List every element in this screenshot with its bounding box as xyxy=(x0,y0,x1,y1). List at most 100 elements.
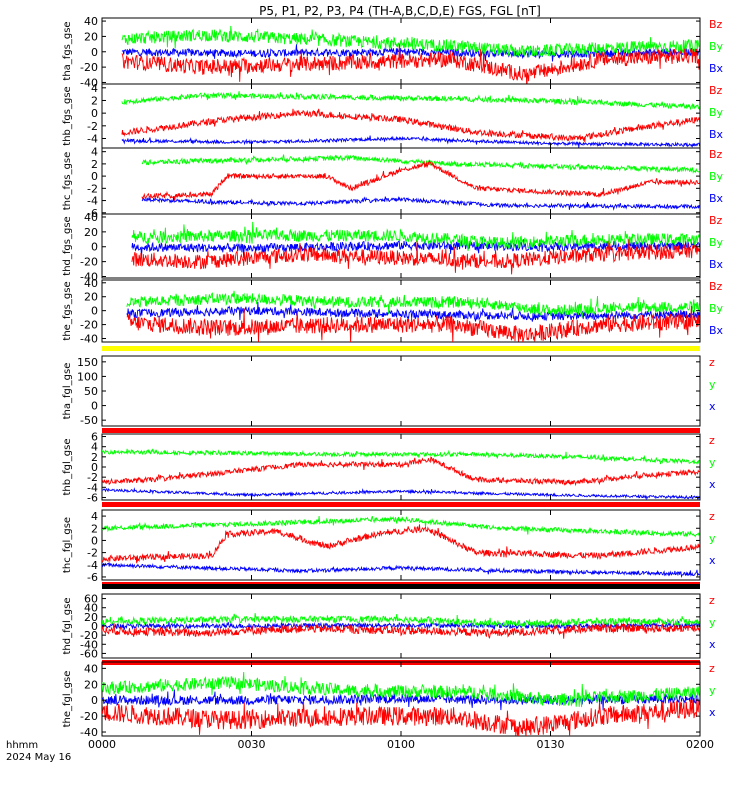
y-tick-label: 4 xyxy=(91,82,98,95)
y-tick-label: 0 xyxy=(91,620,98,633)
chart-title: P5, P1, P2, P3, P4 (TH-A,B,C,D,E) FGS, F… xyxy=(259,4,541,18)
y-tick-label: -40 xyxy=(80,76,98,89)
y-axis-label: tha_fgl_gse xyxy=(62,363,73,420)
legend-entry: Bz xyxy=(709,280,723,293)
legend-entry: Bx xyxy=(709,192,724,205)
y-axis-label: thd_fgl_gse xyxy=(62,598,73,655)
y-tick-label: -40 xyxy=(80,271,98,284)
y-tick-label: 20 xyxy=(84,678,98,691)
quality-flag-bar xyxy=(102,428,700,433)
y-tick-label: 0 xyxy=(91,694,98,707)
y-tick-label: -20 xyxy=(80,61,98,74)
x-tick-label: 0000 xyxy=(88,738,116,751)
y-tick-label: -60 xyxy=(80,647,98,660)
y-tick-label: -40 xyxy=(80,638,98,651)
legend-entry: z xyxy=(709,356,715,369)
series-line-z xyxy=(126,305,700,342)
y-tick-label: -2 xyxy=(87,182,98,195)
y-tick-label: 0 xyxy=(91,107,98,120)
y-tick-label: 6 xyxy=(91,431,98,444)
y-tick-label: -20 xyxy=(80,710,98,723)
quality-flag-bar xyxy=(102,346,700,351)
legend-entry: z xyxy=(709,594,715,607)
y-axis-label: tha_fgs_gse xyxy=(62,21,73,80)
legend-entry: Bx xyxy=(709,258,724,271)
quality-flag-bar xyxy=(102,502,700,507)
y-axis-label: thc_fgl_gse xyxy=(62,517,73,573)
series-line-y xyxy=(102,671,700,708)
series-line-y xyxy=(126,290,700,318)
y-tick-label: -6 xyxy=(87,571,98,584)
y-tick-label: -4 xyxy=(87,195,98,208)
y-tick-label: 2 xyxy=(91,94,98,107)
x-axis: 0000 0030 0100 0130 0200 xyxy=(88,18,714,751)
y-tick-label: 0 xyxy=(91,534,98,547)
legend-entry: x xyxy=(709,706,716,719)
x-units-label: hhmm xyxy=(6,740,38,751)
y-tick-label: -6 xyxy=(87,207,98,220)
y-tick-label: 2 xyxy=(91,522,98,535)
legend-entry: y xyxy=(709,456,716,469)
y-tick-label: 40 xyxy=(84,211,98,224)
legend-entry: y xyxy=(709,616,716,629)
y-tick-label: -2 xyxy=(87,547,98,560)
y-tick-label: -40 xyxy=(80,726,98,739)
series-line-z xyxy=(141,159,700,201)
series-line-y xyxy=(102,613,700,629)
y-axis-label: the_fgl_gse xyxy=(62,671,73,728)
legend-entry: z xyxy=(709,510,715,523)
series-line-y xyxy=(131,221,700,251)
y-tick-label: -6 xyxy=(87,491,98,504)
y-tick-label: 0 xyxy=(91,46,98,59)
series-line-y xyxy=(121,25,700,58)
y-tick-label: -2 xyxy=(87,471,98,484)
y-tick-label: 0 xyxy=(91,461,98,474)
panel-thb_fgs_gse: 420-2-4 thb_fgs_gse Bz By Bx xyxy=(62,82,724,149)
panel-frame xyxy=(101,433,701,501)
date-label: 2024 May 16 xyxy=(6,752,71,763)
y-axis-label: the_fgs_gse xyxy=(62,281,73,340)
y-tick-label: 20 xyxy=(84,30,98,43)
legend-entry: Bz xyxy=(709,18,723,31)
y-tick-label: 20 xyxy=(84,611,98,624)
quality-flag-bar xyxy=(102,584,700,589)
legend-entry: Bx xyxy=(709,128,724,141)
legend-entry: z xyxy=(709,434,715,447)
panel-thc_fgs_gse: 420-2-4-6 thc_fgs_gse Bz By Bx xyxy=(62,146,724,220)
series-line-x xyxy=(126,301,700,322)
legend-entry: x xyxy=(709,400,716,413)
y-tick-label: 0 xyxy=(91,305,98,318)
x-tick-label: 0130 xyxy=(537,738,565,751)
series-line-z xyxy=(102,622,700,639)
y-tick-label: 60 xyxy=(84,593,98,606)
y-tick-label: 2 xyxy=(91,158,98,171)
panel-thd_fgs_gse: 40 20 0 -20 -40 thd_fgs_gse Bz By Bx xyxy=(62,211,724,284)
legend-entry: y xyxy=(709,684,716,697)
y-tick-label: -20 xyxy=(80,256,98,269)
series-line-x xyxy=(131,237,700,259)
y-tick-label: 40 xyxy=(84,277,98,290)
series-line-x xyxy=(141,196,700,211)
series-line-z xyxy=(102,524,700,564)
legend-entry: Bz xyxy=(709,214,723,227)
y-tick-label: 4 xyxy=(91,441,98,454)
y-tick-label: -4 xyxy=(87,132,98,145)
y-tick-label: 40 xyxy=(84,662,98,675)
y-tick-label: 40 xyxy=(84,15,98,28)
legend-entry: x xyxy=(709,554,716,567)
legend-entry: z xyxy=(709,662,715,675)
legend-entry: Bz xyxy=(709,84,723,97)
y-tick-label: 0 xyxy=(91,170,98,183)
legend-entry: By xyxy=(709,106,724,119)
y-axis-label: thc_fgs_gse xyxy=(62,152,73,211)
y-tick-label: 4 xyxy=(91,510,98,523)
series-line-z xyxy=(102,456,700,487)
y-tick-label: 0 xyxy=(91,400,98,413)
y-tick-label: 4 xyxy=(91,146,98,159)
legend-entry: Bx xyxy=(709,324,724,337)
